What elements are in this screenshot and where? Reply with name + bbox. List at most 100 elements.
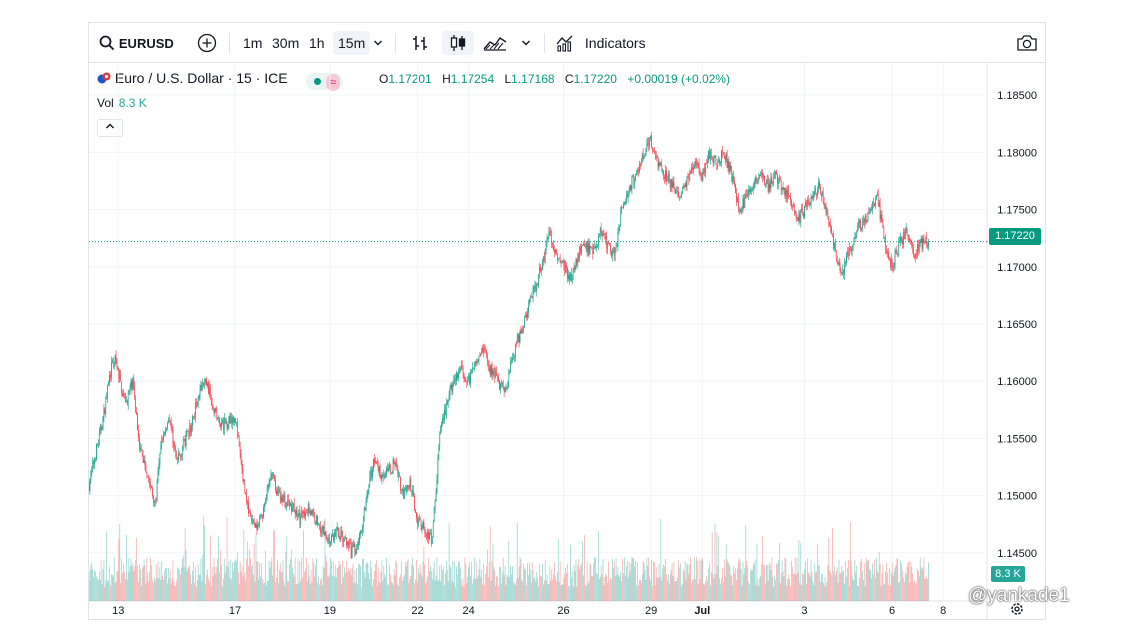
candle-body — [852, 244, 854, 249]
volume-bar — [262, 579, 263, 601]
volume-bar — [148, 581, 150, 601]
candle-body — [343, 540, 345, 543]
interval-dropdown[interactable] — [371, 31, 385, 55]
candle-body — [195, 402, 196, 418]
volume-bar — [731, 575, 733, 601]
candle-body — [175, 449, 177, 455]
volume-bar — [163, 579, 164, 601]
volume-bar — [473, 557, 475, 601]
candle-body — [807, 200, 809, 202]
candle-body — [571, 274, 573, 282]
candle-body — [581, 245, 582, 254]
x-tick-label: 13 — [112, 605, 124, 617]
candle-body — [264, 503, 265, 508]
volume-bar — [195, 566, 196, 601]
candle-body — [523, 327, 525, 330]
candle-body — [779, 177, 780, 184]
indicators-button[interactable]: Indicators — [555, 31, 655, 55]
candle-body — [676, 191, 678, 193]
volume-bar — [356, 567, 358, 601]
snapshot-button[interactable] — [1015, 31, 1039, 55]
volume-bar — [798, 539, 800, 601]
candle-body — [785, 189, 787, 197]
settings-button[interactable] — [1009, 601, 1029, 619]
candle-body — [910, 241, 912, 245]
volume-bar — [334, 576, 335, 601]
camera-icon — [1017, 35, 1037, 51]
candle-body — [475, 361, 477, 364]
collapse-legend-button[interactable] — [97, 119, 123, 137]
candle-body — [351, 546, 353, 559]
candle-body — [871, 209, 873, 210]
candle-body — [548, 231, 550, 238]
volume-bar — [98, 580, 99, 601]
volume-bar — [621, 581, 623, 601]
volume-bar — [95, 571, 96, 601]
volume-bar — [535, 581, 537, 601]
volume-bar — [516, 522, 518, 601]
candle-body — [555, 249, 556, 253]
volume-bar — [328, 576, 330, 601]
volume-bar — [114, 582, 116, 601]
candle-body — [641, 153, 643, 161]
candle-body — [547, 237, 549, 239]
volume-bar — [819, 565, 820, 601]
candle-body — [382, 474, 384, 476]
volume-bar — [916, 581, 917, 601]
candle-body — [737, 196, 739, 209]
candle-body — [100, 426, 102, 430]
volume-bar — [792, 566, 793, 601]
candle-body — [518, 334, 520, 343]
interval-1m[interactable]: 1m — [243, 35, 263, 51]
compare-add-button[interactable] — [195, 31, 219, 55]
volume-bar — [478, 569, 480, 601]
candle-body — [604, 235, 606, 240]
candle-body — [270, 474, 272, 481]
candle-body — [311, 509, 313, 515]
volume-bar — [418, 573, 420, 601]
candle-body — [575, 259, 577, 269]
symbol-search[interactable]: EURUSD — [99, 31, 179, 55]
candle-body — [690, 170, 692, 174]
candle-body — [768, 183, 770, 193]
chart-type-dropdown[interactable] — [519, 31, 533, 55]
candle-body — [776, 171, 777, 175]
volume-bar — [348, 568, 349, 601]
volume-bar — [304, 571, 305, 601]
candle-body — [132, 377, 134, 390]
candles-chart-type-button[interactable] — [442, 31, 474, 55]
candle-body — [747, 194, 748, 196]
volume-bar — [812, 581, 814, 601]
volume-bar — [699, 579, 701, 601]
candle-body — [304, 511, 305, 517]
candle-body — [445, 409, 446, 416]
candle-body — [794, 211, 796, 213]
volume-bar — [318, 576, 319, 601]
price-chart[interactable]: 1.185001.180001.175001.170001.165001.160… — [89, 63, 1045, 619]
candle-body — [748, 189, 749, 195]
area-chart-type-button[interactable] — [481, 31, 509, 55]
candle-body — [183, 439, 185, 440]
volume-bar — [453, 582, 455, 601]
candle-body — [429, 532, 430, 539]
candle-body — [282, 497, 284, 502]
volume-bar — [511, 574, 512, 601]
candle-body — [444, 409, 445, 420]
interval-30m[interactable]: 30m — [272, 35, 300, 51]
interval-15m[interactable]: 15m — [333, 31, 371, 55]
candle-body — [394, 464, 396, 465]
candle-body — [707, 160, 708, 164]
bar-chart-type-button[interactable] — [409, 31, 431, 55]
volume-bar — [781, 560, 783, 601]
volume-bar — [914, 579, 915, 601]
volume-bar — [920, 567, 922, 601]
candle-body — [675, 192, 677, 193]
volume-bar — [137, 566, 138, 601]
volume-bar — [122, 573, 123, 601]
volume-bar — [330, 558, 331, 601]
interval-1h[interactable]: 1h — [309, 35, 325, 51]
volume-bar — [306, 581, 308, 601]
volume-bar — [571, 571, 573, 601]
volume-bar — [587, 583, 589, 601]
candle-body — [611, 251, 612, 257]
